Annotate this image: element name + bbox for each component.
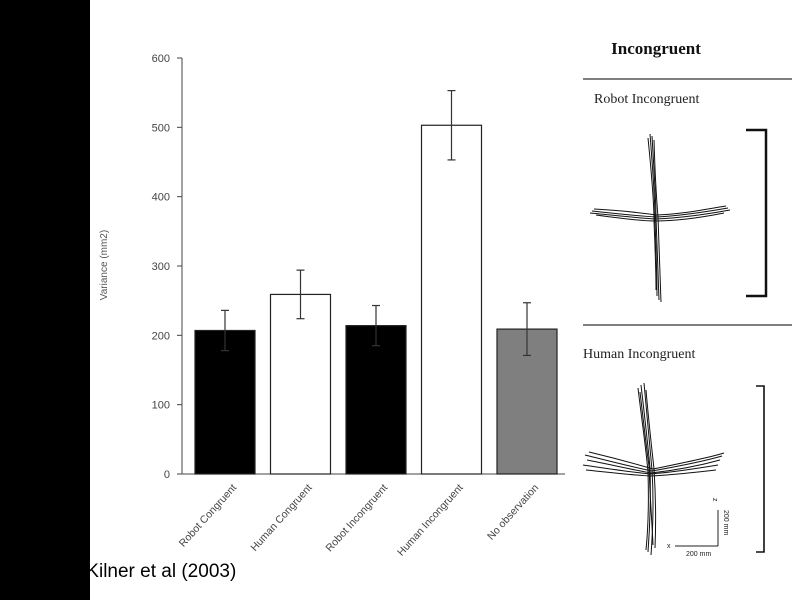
bar-3 (345, 325, 407, 475)
scale-y-label: 200 mm (722, 510, 729, 535)
source-label: source (24, 561, 82, 582)
bar-2 (269, 293, 332, 475)
y-tick-label: 0 (164, 469, 170, 481)
x-tick-label: Robot Incongruent (323, 482, 390, 554)
x-tick-label: Human Congruent (248, 482, 314, 554)
bar-1 (194, 329, 256, 475)
y-tick-label: 400 (152, 192, 170, 204)
source-text: Kilner et al (2003) (81, 561, 237, 582)
x-tick-label: No observation (485, 482, 541, 543)
scale-z-letter: z (711, 498, 718, 502)
y-tick-label: 200 (152, 330, 170, 342)
scale-axes (675, 510, 719, 547)
y-tick-label: 600 (152, 53, 170, 65)
scale-x-label: 200 mm (686, 551, 711, 558)
left-black-bar (0, 0, 90, 600)
human-incongruent-label: Human Incongruent (583, 347, 695, 362)
y-axis-ticks: 0 100 200 300 400 500 600 (152, 53, 182, 481)
y-tick-label: 500 (152, 122, 170, 134)
robot-scale-bracket (746, 128, 768, 298)
scale-x-letter: x (667, 543, 671, 550)
y-tick-label: 300 (152, 261, 170, 273)
x-tick-label: Robot Congruent (177, 482, 239, 550)
source-caption: source Kilner et al (2003) (24, 561, 236, 583)
human-trajectory (582, 382, 725, 556)
y-axis-label: Variance (mm2) (99, 230, 110, 300)
x-tick-label: Human Incongruent (395, 482, 466, 559)
incongruent-panel: Incongruent Robot Incongruent Human Inco… (582, 39, 792, 558)
bar-4 (420, 124, 483, 475)
robot-incongruent-label: Robot Incongruent (594, 92, 699, 107)
human-scale-bracket (756, 385, 765, 553)
robot-trajectory (589, 133, 731, 303)
x-axis-labels: Robot Congruent Human Congruent Robot Inco… (177, 482, 542, 559)
panel-title: Incongruent (611, 39, 701, 58)
y-tick-label: 100 (152, 400, 170, 412)
bars (194, 89, 558, 475)
